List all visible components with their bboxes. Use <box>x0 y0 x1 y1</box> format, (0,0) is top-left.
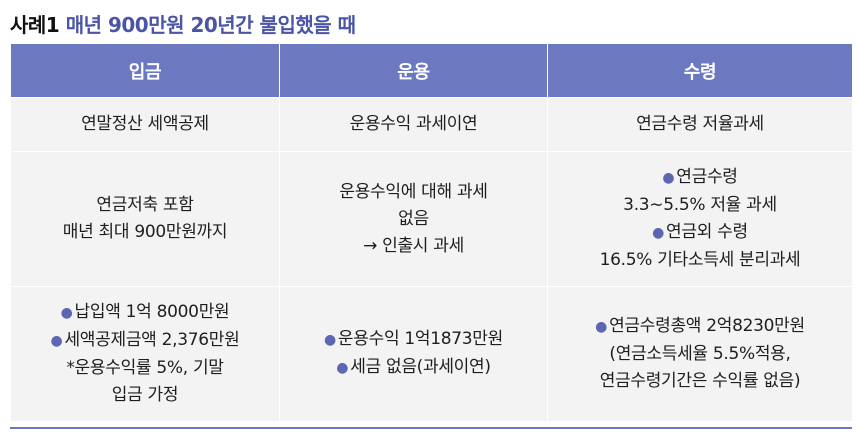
cell-line: 연말정산 세액공제 <box>81 114 209 134</box>
cell-receipt-totals: ● 연금수령총액 2억8230만원 (연금소득세율 5.5%적용, 연금수령기간은… <box>547 286 853 422</box>
cell-line: ● 운용수익 1억1873만원 <box>324 329 503 349</box>
bullet-icon: ● <box>652 225 665 241</box>
table-row: ● 납입액 1억 8000만원 ● 세액공제금액 2,376만원 *운용수익률 5%… <box>10 286 853 422</box>
cell-line: 3.3∼5.5% 저율 과세 <box>623 195 777 215</box>
cell-line: 매년 최대 900만원까지 <box>62 222 228 242</box>
cell-line: 16.5% 기타소득세 분리과세 <box>599 250 801 270</box>
cell-line: 연금저축 포함 <box>96 195 194 215</box>
bullet-icon: ● <box>50 333 63 349</box>
bullet-icon: ● <box>336 360 349 376</box>
cell-management-benefit: 운용수익 과세이연 <box>279 97 548 152</box>
cell-line: → 인출시 과세 <box>363 235 464 256</box>
cell-line: ● 세액공제금액 2,376만원 <box>50 330 240 350</box>
case-label: 사례1 <box>10 13 60 37</box>
cell-line: (연금소득세율 5.5%적용, <box>609 344 791 364</box>
pension-savings-table: 입금 운용 수령 연말정산 세액공제 운용수익 과세이연 연금수령 저율과세 연… <box>10 44 853 422</box>
case-title: 사례1 매년 900만원 20년간 불입했을 때 <box>10 9 356 37</box>
cell-line: 운용수익에 대해 과세 <box>339 181 488 202</box>
bullet-icon: ● <box>595 319 608 335</box>
cell-line: ● 납입액 1억 8000만원 <box>60 302 230 322</box>
header-deposit: 입금 <box>10 44 280 98</box>
table-row: 연말정산 세액공제 운용수익 과세이연 연금수령 저율과세 <box>10 97 853 152</box>
cell-receipt-tax-rates: ● 연금수령 3.3∼5.5% 저율 과세 ● 연금외 수령 16.5% 기타소득세… <box>547 151 853 287</box>
case-description: 매년 900만원 20년간 불입했을 때 <box>65 13 356 37</box>
cell-deposit-totals: ● 납입액 1억 8000만원 ● 세액공제금액 2,376만원 *운용수익률 5%… <box>10 286 280 422</box>
cell-line: ● 연금외 수령 <box>652 222 748 242</box>
cell-receipt-benefit: 연금수령 저율과세 <box>547 97 853 152</box>
cell-management-totals: ● 운용수익 1억1873만원 ● 세금 없음(과세이연) <box>279 286 548 422</box>
header-row: 입금 운용 수령 <box>10 44 853 98</box>
cell-line: 운용수익 과세이연 <box>349 114 478 134</box>
bullet-icon: ● <box>324 332 336 348</box>
cell-line: 연금수령 저율과세 <box>636 114 764 134</box>
cell-line: 입금 가정 <box>111 385 179 405</box>
cell-deposit-benefit: 연말정산 세액공제 <box>10 97 280 152</box>
cell-line: ● 세금 없음(과세이연) <box>336 357 491 377</box>
cell-deposit-limit: 연금저축 포함 매년 최대 900만원까지 <box>10 151 280 287</box>
cell-line: ● 연금수령 <box>662 167 738 187</box>
table-row: 연금저축 포함 매년 최대 900만원까지 운용수익에 대해 과세 없음 → 인… <box>10 151 853 287</box>
bullet-icon: ● <box>662 170 675 186</box>
cell-line: *운용수익률 5%, 기말 <box>66 358 224 378</box>
bullet-icon: ● <box>60 305 73 321</box>
cell-line: ● 연금수령총액 2억8230만원 <box>595 316 805 336</box>
cell-line: 연금수령기간은 수익률 없음) <box>599 371 801 391</box>
bottom-rule <box>10 427 852 429</box>
cell-management-tax: 운용수익에 대해 과세 없음 → 인출시 과세 <box>279 151 548 287</box>
cell-line: 없음 <box>398 208 429 229</box>
header-management: 운용 <box>279 44 548 98</box>
header-receipt: 수령 <box>547 44 853 98</box>
